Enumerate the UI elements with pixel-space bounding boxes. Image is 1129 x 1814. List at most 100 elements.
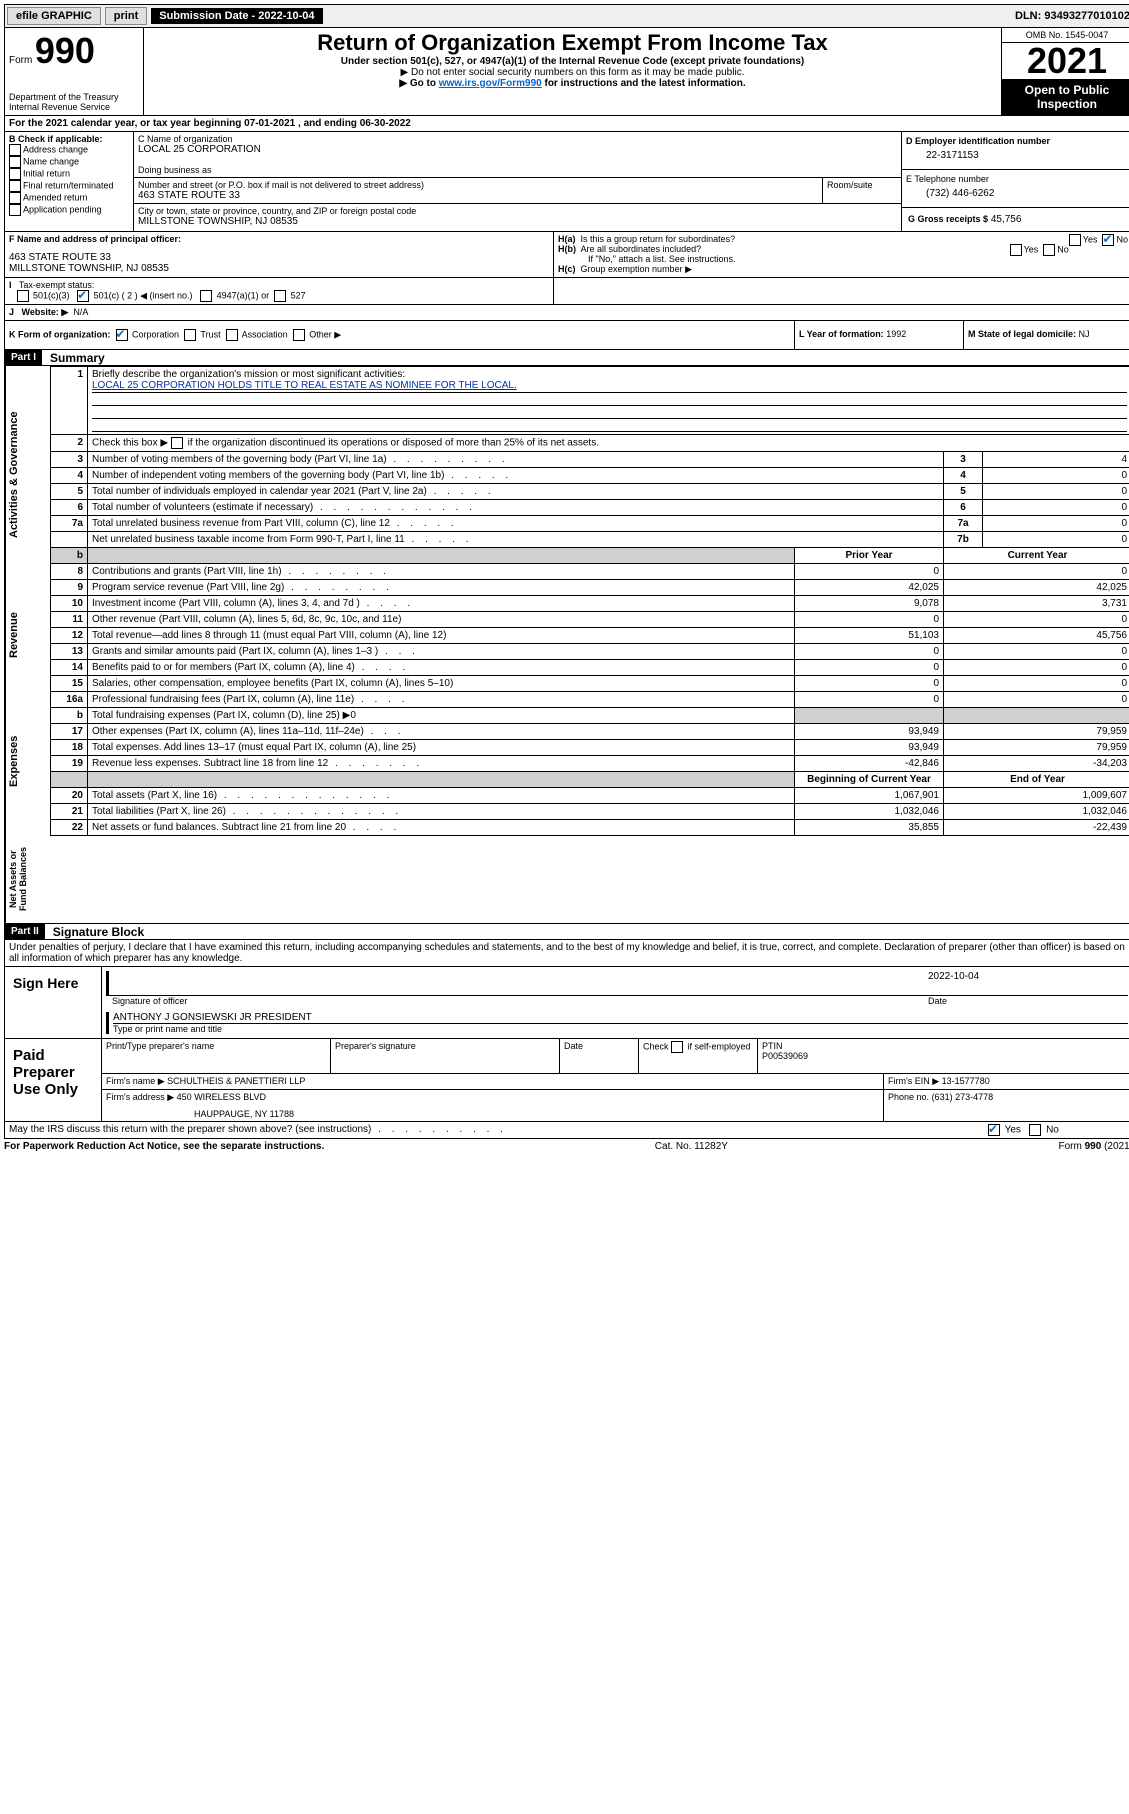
ptin-label: PTIN	[762, 1041, 783, 1051]
open-public-badge: Open to Public Inspection	[1002, 79, 1129, 115]
state-domicile: NJ	[1079, 329, 1090, 339]
side-netassets: Net Assets or Fund Balances	[5, 835, 50, 923]
website-value: N/A	[73, 307, 88, 317]
officer-name-title: ANTHONY J GONSIEWSKI JR PRESIDENT	[113, 1012, 1128, 1024]
firm-name-label: Firm's name ▶	[106, 1076, 165, 1086]
city-label: City or town, state or province, country…	[138, 206, 897, 216]
ein-value: 22-3171153	[906, 146, 1128, 165]
footer-right: Form 990 (2021)	[1059, 1141, 1129, 1152]
chk-initial-return[interactable]: Initial return	[9, 168, 129, 180]
col-prior: Prior Year	[795, 548, 944, 564]
ptin-value: P00539069	[762, 1051, 808, 1061]
form-word: Form	[9, 55, 32, 66]
chk-4947[interactable]	[200, 290, 212, 302]
rev-row: 8Contributions and grants (Part VIII, li…	[51, 564, 1129, 580]
check-self-employed[interactable]: Check if self-employed	[639, 1039, 758, 1073]
discuss-yes[interactable]	[988, 1124, 1000, 1136]
gross-receipts: 45,756	[991, 214, 1022, 225]
chk-final-return[interactable]: Final return/terminated	[9, 180, 129, 192]
paid-preparer-section: Paid Preparer Use Only Print/Type prepar…	[4, 1039, 1129, 1122]
prep-name-label: Print/Type preparer's name	[102, 1039, 331, 1073]
rev-row: 11Other revenue (Part VIII, column (A), …	[51, 612, 1129, 628]
paid-preparer-label: Paid Preparer Use Only	[5, 1039, 102, 1121]
side-governance: Activities & Governance	[5, 366, 50, 584]
footer-left: For Paperwork Reduction Act Notice, see …	[4, 1141, 324, 1152]
org-name: LOCAL 25 CORPORATION	[138, 144, 897, 155]
tax-status-row: I Tax-exempt status: 501(c)(3) 501(c) ( …	[4, 278, 1129, 305]
street-address: 463 STATE ROUTE 33	[138, 190, 818, 201]
irs-link[interactable]: www.irs.gov/Form990	[439, 78, 542, 89]
phone-value: (732) 446-6262	[906, 184, 1128, 203]
top-bar: efile GRAPHIC print Submission Date - 20…	[4, 4, 1129, 28]
chk-amended[interactable]: Amended return	[9, 192, 129, 204]
date-label: Date	[920, 996, 1128, 1006]
col-current: Current Year	[944, 548, 1129, 564]
exp-row: 17Other expenses (Part IX, column (A), l…	[51, 724, 1129, 740]
part1-bar: Part I	[5, 350, 42, 365]
chk-trust[interactable]	[184, 329, 196, 341]
exp-row: 15Salaries, other compensation, employee…	[51, 676, 1129, 692]
net-row: 22Net assets or fund balances. Subtract …	[51, 820, 1129, 836]
q1-label: Briefly describe the organization's miss…	[92, 369, 405, 380]
side-expenses: Expenses	[5, 687, 50, 835]
l-label: L Year of formation:	[799, 329, 884, 339]
d-ein-label: D Employer identification number	[906, 136, 1128, 146]
chk-name-change[interactable]: Name change	[9, 156, 129, 168]
form-number: 990	[35, 30, 95, 71]
chk-527[interactable]	[274, 290, 286, 302]
prep-sig-label: Preparer's signature	[331, 1039, 560, 1073]
efile-label: efile GRAPHIC	[7, 7, 101, 25]
firm-addr-label: Firm's address ▶	[106, 1092, 174, 1102]
net-row: 20Total assets (Part X, line 16) . . . .…	[51, 788, 1129, 804]
chk-assoc[interactable]	[226, 329, 238, 341]
dept-treasury: Department of the Treasury	[9, 92, 139, 102]
chk-501c[interactable]	[77, 290, 89, 302]
col-end: End of Year	[944, 772, 1129, 788]
firm-addr1: 450 WIRELESS BLVD	[177, 1092, 266, 1102]
dba-label: Doing business as	[138, 165, 897, 175]
chk-501c3[interactable]	[17, 290, 29, 302]
hb-yes[interactable]	[1010, 244, 1022, 256]
website-row: J Website: ▶ N/A	[4, 305, 1129, 321]
col-begin: Beginning of Current Year	[795, 772, 944, 788]
chk-discontinued[interactable]	[171, 437, 183, 449]
hc-label: Group exemption number ▶	[581, 264, 692, 274]
hb-label: Are all subordinates included?	[581, 244, 702, 254]
rev-row: 12Total revenue—add lines 8 through 11 (…	[51, 628, 1129, 644]
discuss-no[interactable]	[1029, 1124, 1041, 1136]
firm-phone: (631) 273-4778	[932, 1092, 994, 1102]
may-discuss-row: May the IRS discuss this return with the…	[4, 1122, 1129, 1139]
ha-no[interactable]	[1102, 234, 1114, 246]
gov-row: 7aTotal unrelated business revenue from …	[51, 516, 1129, 532]
f-label: F Name and address of principal officer:	[9, 234, 549, 244]
page-footer: For Paperwork Reduction Act Notice, see …	[4, 1139, 1129, 1154]
irs-label: Internal Revenue Service	[9, 102, 139, 112]
rev-row: 10Investment income (Part VIII, column (…	[51, 596, 1129, 612]
submission-date: Submission Date - 2022-10-04	[151, 8, 322, 24]
side-revenue: Revenue	[5, 584, 50, 687]
part1-title: Summary	[42, 351, 105, 365]
summary-block: Activities & Governance Revenue Expenses…	[4, 366, 1129, 924]
chk-app-pending[interactable]: Application pending	[9, 204, 129, 216]
ha-yes[interactable]	[1069, 234, 1081, 246]
chk-corp[interactable]	[116, 329, 128, 341]
tax-year: 2021	[1002, 43, 1129, 79]
b-label: B Check if applicable:	[9, 134, 129, 144]
firm-ein-label: Firm's EIN ▶	[888, 1076, 939, 1086]
officer-block: F Name and address of principal officer:…	[4, 232, 1129, 278]
hb-no[interactable]	[1043, 244, 1055, 256]
gov-row: 3Number of voting members of the governi…	[51, 452, 1129, 468]
chk-other[interactable]	[293, 329, 305, 341]
gov-row: 5Total number of individuals employed in…	[51, 484, 1129, 500]
gov-row: 4Number of independent voting members of…	[51, 468, 1129, 484]
k-label: K Form of organization:	[9, 329, 111, 339]
chk-address-change[interactable]: Address change	[9, 144, 129, 156]
sign-here-section: Sign Here 2022-10-04 Signature of office…	[4, 967, 1129, 1039]
dln-label: DLN: 93493277010102	[1015, 10, 1129, 22]
officer-addr1: 463 STATE ROUTE 33	[9, 252, 549, 263]
identity-block: B Check if applicable: Address change Na…	[4, 132, 1129, 232]
print-button[interactable]: print	[105, 7, 147, 25]
room-label: Room/suite	[823, 178, 901, 203]
exp-row: 19Revenue less expenses. Subtract line 1…	[51, 756, 1129, 772]
part2-bar: Part II	[5, 924, 45, 939]
